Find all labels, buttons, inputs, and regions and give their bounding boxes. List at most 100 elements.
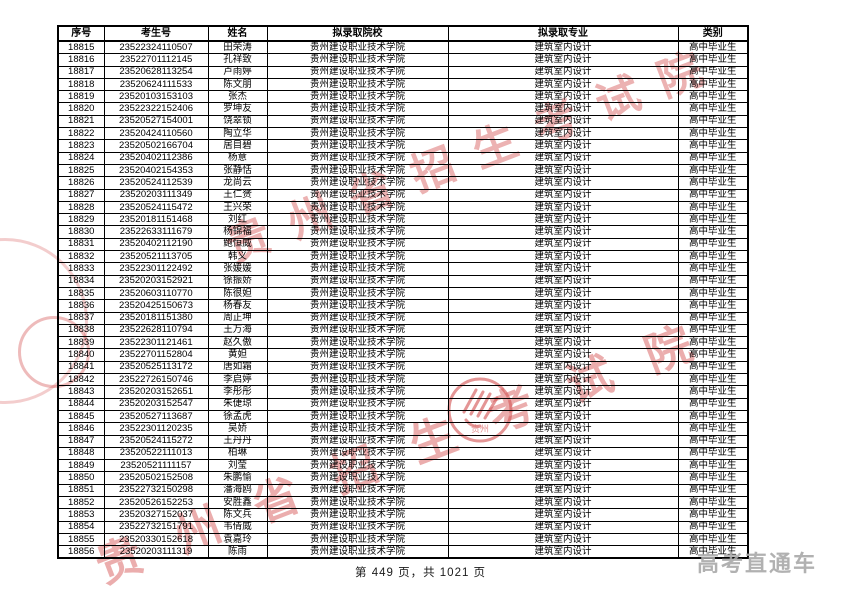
cell-serial: 18848 [57, 446, 105, 461]
cell-serial: 18856 [57, 545, 105, 559]
cell-name: 陈很妲 [207, 286, 268, 301]
cell-name: 刘莹 [207, 459, 268, 473]
table-row: 18824 23520402112386 杨意 贵州建设职业技术学院 建筑室内设计 高中毕… [57, 151, 749, 165]
cell-name: 王兴荣 [207, 200, 268, 215]
cell-major: 建筑室内设计 [447, 250, 679, 264]
cell-college: 贵州建设职业技术学院 [266, 483, 449, 497]
cell-serial: 18850 [57, 471, 105, 485]
cell-category: 高中毕业生 [677, 311, 749, 325]
cell-serial: 18822 [57, 127, 105, 141]
cell-college: 贵州建设职业技术学院 [266, 311, 449, 325]
cell-college: 贵州建设职业技术学院 [266, 90, 449, 104]
cell-candidate-id: 23520603110770 [103, 286, 209, 301]
cell-major: 建筑室内设计 [447, 409, 679, 424]
cell-category: 高中毕业生 [677, 102, 749, 116]
cell-college: 贵州建设职业技术学院 [266, 40, 449, 55]
cell-category: 高中毕业生 [677, 508, 749, 522]
cell-major: 建筑室内设计 [447, 360, 679, 375]
cell-major: 建筑室内设计 [447, 545, 679, 559]
table-row: 18849 23520521111157 刘莹 贵州建设职业技术学院 建筑室内设计 高中毕… [57, 459, 749, 473]
cell-major: 建筑室内设计 [447, 483, 679, 497]
cell-college: 贵州建设职业技术学院 [266, 127, 449, 141]
table-row: 18844 23520203152547 朱倢琼 贵州建设职业技术学院 建筑室内设计 高中… [57, 397, 749, 411]
cell-major: 建筑室内设计 [447, 127, 679, 141]
cell-serial: 18844 [57, 397, 105, 411]
table-row: 18815 23522324110507 田荣涛 贵州建设职业技术学院 建筑室内设计 高中… [57, 40, 749, 55]
cell-category: 高中毕业生 [677, 286, 749, 301]
cell-category: 高中毕业生 [677, 90, 749, 104]
cell-candidate-id: 23522726150746 [103, 373, 209, 387]
cell-category: 高中毕业生 [677, 200, 749, 215]
cell-name: 韩义 [207, 250, 268, 264]
cell-candidate-id: 23520327152037 [103, 508, 209, 522]
table-row: 18851 23522732150298 潘海鸥 贵州建设职业技术学院 建筑室内设计 高中… [57, 483, 749, 497]
cell-college: 贵州建设职业技术学院 [266, 250, 449, 264]
cell-category: 高中毕业生 [677, 545, 749, 559]
cell-major: 建筑室内设计 [447, 495, 679, 510]
cell-college: 贵州建设职业技术学院 [266, 274, 449, 288]
cell-name: 李彤彤 [207, 385, 268, 399]
cell-college: 贵州建设职业技术学院 [266, 176, 449, 190]
cell-candidate-id: 23520521113705 [103, 250, 209, 264]
cell-major: 建筑室内设计 [447, 422, 679, 436]
cell-serial: 18846 [57, 422, 105, 436]
cell-name: 王仁赟 [207, 188, 268, 202]
cell-name: 朱倢琼 [207, 397, 268, 411]
cell-major: 建筑室内设计 [447, 336, 679, 350]
cell-college: 贵州建设职业技术学院 [266, 200, 449, 215]
cell-serial: 18833 [57, 262, 105, 276]
cell-category: 高中毕业生 [677, 77, 749, 92]
table-row: 18833 23522301122492 张媛媛 贵州建设职业技术学院 建筑室内设计 高中… [57, 262, 749, 276]
cell-college: 贵州建设职业技术学院 [266, 114, 449, 129]
cell-major: 建筑室内设计 [447, 114, 679, 129]
cell-college: 贵州建设职业技术学院 [266, 409, 449, 424]
cell-name: 龙尚云 [207, 176, 268, 190]
cell-candidate-id: 23520502166704 [103, 139, 209, 153]
table-row: 18829 23520181151468 刘红 贵州建设职业技术学院 建筑室内设计 高中毕… [57, 213, 749, 227]
cell-category: 高中毕业生 [677, 139, 749, 153]
cell-name: 潘海鸥 [207, 483, 268, 497]
cell-candidate-id: 23520526152253 [103, 495, 209, 510]
cell-candidate-id: 23522301122492 [103, 262, 209, 276]
cell-college: 贵州建设职业技术学院 [266, 65, 449, 79]
table-row: 18836 23520425150673 杨春友 贵州建设职业技术学院 建筑室内设计 高中… [57, 299, 749, 313]
cell-college: 贵州建设职业技术学院 [266, 471, 449, 485]
cell-category: 高中毕业生 [677, 360, 749, 375]
header-col-college: 拟录取院校 [266, 25, 449, 42]
cell-college: 贵州建设职业技术学院 [266, 262, 449, 276]
cell-serial: 18851 [57, 483, 105, 497]
cell-candidate-id: 23520624111533 [103, 77, 209, 92]
cell-college: 贵州建设职业技术学院 [266, 102, 449, 116]
cell-college: 贵州建设职业技术学院 [266, 495, 449, 510]
cell-candidate-id: 23520522111013 [103, 446, 209, 461]
cell-college: 贵州建设职业技术学院 [266, 151, 449, 165]
cell-name: 陈文朋 [207, 77, 268, 92]
cell-serial: 18838 [57, 323, 105, 338]
cell-name: 刘红 [207, 213, 268, 227]
table-row: 18848 23520522111013 柏琳 贵州建设职业技术学院 建筑室内设计 高中毕… [57, 446, 749, 461]
cell-college: 贵州建设职业技术学院 [266, 385, 449, 399]
cell-name: 徐振娇 [207, 274, 268, 288]
cell-name: 陶立华 [207, 127, 268, 141]
cell-major: 建筑室内设计 [447, 471, 679, 485]
cell-candidate-id: 23520527154001 [103, 114, 209, 129]
cell-name: 李启婷 [207, 373, 268, 387]
table-row: 18839 23522301121461 赵久傲 贵州建设职业技术学院 建筑室内设计 高中… [57, 336, 749, 350]
cell-category: 高中毕业生 [677, 483, 749, 497]
cell-major: 建筑室内设计 [447, 446, 679, 461]
cell-category: 高中毕业生 [677, 422, 749, 436]
cell-category: 高中毕业生 [677, 373, 749, 387]
cell-candidate-id: 23520524115472 [103, 200, 209, 215]
cell-candidate-id: 23520502152508 [103, 471, 209, 485]
cell-college: 贵州建设职业技术学院 [266, 188, 449, 202]
cell-major: 建筑室内设计 [447, 213, 679, 227]
table-row: 18831 23520402112190 鲍恒威 贵州建设职业技术学院 建筑室内设计 高中… [57, 237, 749, 252]
cell-category: 高中毕业生 [677, 471, 749, 485]
table-row: 18822 23520424110560 陶立华 贵州建设职业技术学院 建筑室内设计 高中… [57, 127, 749, 141]
cell-name: 王丹丹 [207, 434, 268, 448]
cell-category: 高中毕业生 [677, 40, 749, 55]
cell-serial: 18817 [57, 65, 105, 79]
cell-serial: 18843 [57, 385, 105, 399]
cell-college: 贵州建设职业技术学院 [266, 397, 449, 411]
